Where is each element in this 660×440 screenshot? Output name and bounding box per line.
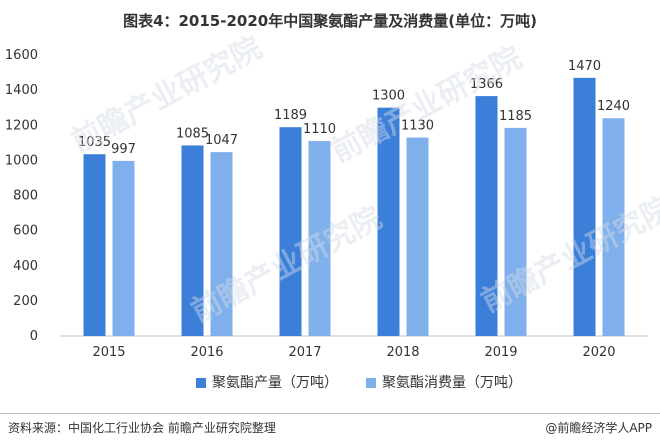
legend-consumption-swatch bbox=[366, 378, 376, 388]
production-bar bbox=[181, 145, 204, 336]
consumption-bar bbox=[504, 127, 527, 337]
consumption-bar bbox=[406, 137, 429, 336]
consumption-bar bbox=[210, 152, 233, 336]
y-tick-label: 1200 bbox=[5, 118, 38, 133]
brand-credit: @前瞻经济学人APP bbox=[545, 421, 652, 435]
x-tick-label: 2020 bbox=[582, 345, 615, 360]
consumption-bar bbox=[112, 160, 135, 336]
consumption-data-label: 1130 bbox=[401, 119, 434, 134]
legend-production-swatch bbox=[196, 378, 206, 388]
x-tick-label: 2018 bbox=[386, 345, 419, 360]
x-tick-label: 2017 bbox=[288, 345, 321, 360]
consumption-data-label: 997 bbox=[111, 142, 136, 157]
bar-chart: 0 200 400 600 800 1000 1200 1400 1600 2015 1035 997… bbox=[5, 48, 648, 391]
y-tick-label: 0 bbox=[30, 329, 38, 344]
production-bar bbox=[573, 77, 596, 337]
legend-consumption-label: 聚氨酯消费量（万吨） bbox=[382, 375, 522, 391]
x-tick-label: 2019 bbox=[484, 345, 517, 360]
x-tick-label: 2015 bbox=[92, 345, 125, 360]
y-tick-label: 1400 bbox=[5, 83, 38, 98]
production-data-label: 1189 bbox=[274, 108, 307, 123]
production-data-label: 1300 bbox=[372, 89, 405, 104]
production-data-label: 1035 bbox=[78, 135, 111, 150]
consumption-data-label: 1185 bbox=[499, 109, 532, 124]
production-data-label: 1366 bbox=[470, 77, 503, 92]
consumption-bar bbox=[308, 141, 331, 336]
footer: 资料来源：中国化工行业协会 前瞻产业研究院整理 @前瞻经济学人APP bbox=[0, 413, 660, 440]
consumption-data-label: 1110 bbox=[303, 122, 336, 137]
source-note: 资料来源：中国化工行业协会 前瞻产业研究院整理 bbox=[8, 421, 276, 435]
production-data-label: 1085 bbox=[176, 126, 209, 141]
production-bar bbox=[475, 96, 498, 336]
y-tick-label: 1000 bbox=[5, 153, 38, 168]
production-bar bbox=[279, 127, 302, 336]
chart-area: 0 200 400 600 800 1000 1200 1400 1600 2015 1035 997… bbox=[0, 30, 660, 410]
x-tick-label: 2016 bbox=[190, 345, 223, 360]
legend-production-label: 聚氨酯产量（万吨） bbox=[212, 375, 338, 391]
y-tick-label: 400 bbox=[13, 259, 38, 274]
consumption-data-label: 1240 bbox=[597, 99, 630, 114]
production-bar bbox=[83, 154, 106, 336]
chart-title: 图表4：2015-2020年中国聚氨酯产量及消费量(单位：万吨) bbox=[123, 12, 537, 30]
y-tick-label: 600 bbox=[13, 224, 38, 239]
y-tick-label: 200 bbox=[13, 294, 38, 309]
production-bar bbox=[377, 107, 400, 336]
y-tick-label: 800 bbox=[13, 189, 38, 204]
consumption-bar bbox=[602, 118, 625, 336]
y-tick-label: 1600 bbox=[5, 48, 38, 63]
consumption-data-label: 1047 bbox=[205, 133, 238, 148]
production-data-label: 1470 bbox=[568, 59, 601, 74]
